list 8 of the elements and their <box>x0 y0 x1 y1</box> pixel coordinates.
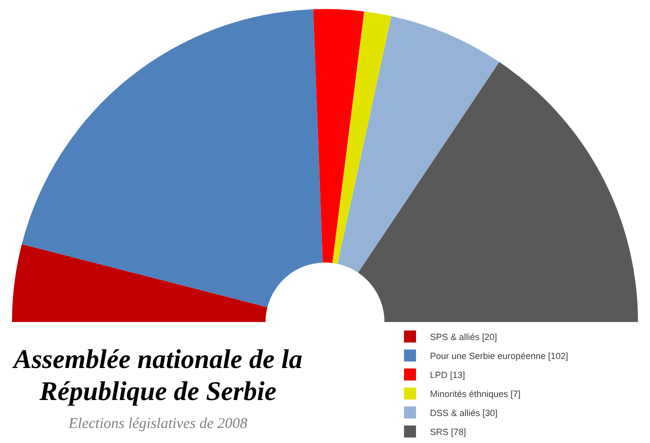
legend-label: Minorités éthniques [7] <box>430 389 521 400</box>
legend-label: SRS [78] <box>430 427 466 438</box>
legend-label: Pour une Serbie européenne [102] <box>430 351 568 362</box>
legend-label: LPD [13] <box>430 370 466 380</box>
legend-label: SPS & alliés [20] <box>430 332 498 342</box>
legend-label: DSS & alliés [30] <box>430 408 498 418</box>
text: Assemblée nationale de la République de Serbie <box>13 343 303 407</box>
text: Elections législatives de 2008 <box>68 416 248 433</box>
